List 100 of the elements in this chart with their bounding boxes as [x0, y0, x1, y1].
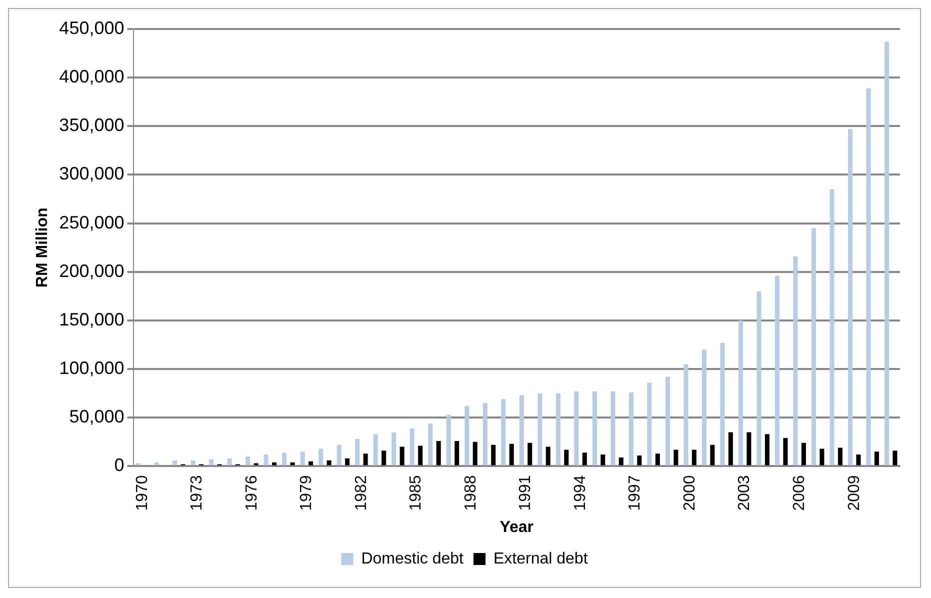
bar — [454, 440, 460, 466]
bar — [582, 452, 587, 466]
bar — [783, 438, 788, 466]
bar — [246, 456, 250, 466]
y-tick-label: 50,000 — [69, 406, 124, 427]
bar — [610, 391, 616, 466]
bar — [209, 459, 214, 466]
bar — [811, 228, 816, 466]
bar — [345, 458, 350, 466]
x-tick-label: 2006 — [791, 475, 808, 511]
x-tick-label: 1979 — [298, 475, 316, 511]
bar — [665, 376, 670, 466]
y-tick-label: 300,000 — [59, 164, 124, 184]
bar — [728, 432, 733, 466]
bar — [491, 444, 496, 466]
bar — [264, 454, 268, 466]
bar — [318, 448, 324, 466]
bar — [684, 364, 688, 466]
bar — [592, 391, 597, 466]
x-tick-label: 1973 — [188, 475, 206, 511]
bar — [866, 88, 871, 466]
bar — [363, 454, 368, 466]
x-tick-label: 1994 — [572, 475, 589, 511]
bar — [300, 452, 305, 466]
bar — [746, 432, 752, 466]
y-tick-label: 250,000 — [59, 212, 124, 232]
bar — [738, 320, 743, 466]
bar — [227, 458, 232, 466]
bar — [190, 460, 196, 466]
y-tick-label: 0 — [114, 455, 124, 476]
bar — [410, 428, 414, 466]
bar — [892, 450, 898, 466]
bar — [382, 450, 386, 466]
bar — [774, 276, 780, 466]
legend-label: External debt — [493, 550, 588, 568]
bar — [519, 395, 524, 466]
bar — [618, 457, 624, 466]
x-tick-label: 1988 — [462, 475, 480, 511]
bar — [838, 448, 842, 466]
bar — [647, 382, 652, 466]
x-tick-label: 1997 — [626, 475, 644, 511]
y-tick-label: 350,000 — [59, 115, 124, 136]
bar — [637, 456, 642, 466]
bar — [574, 391, 579, 466]
bar — [600, 454, 606, 466]
bar — [336, 444, 342, 466]
x-tick-label: 1976 — [243, 475, 260, 511]
bar — [472, 442, 478, 466]
bar — [710, 444, 715, 466]
x-tick-label: 2003 — [736, 475, 754, 511]
bar — [482, 403, 488, 466]
bar — [446, 414, 451, 466]
legend-label: Domestic debt — [361, 550, 464, 568]
bar — [628, 392, 634, 466]
bar — [692, 450, 696, 466]
bar — [830, 189, 834, 466]
bar — [326, 460, 332, 466]
bar — [820, 448, 824, 466]
bar — [801, 442, 806, 466]
bar — [764, 434, 770, 466]
bar — [509, 444, 514, 466]
bar — [428, 423, 433, 466]
bar — [436, 440, 441, 466]
bar — [793, 256, 798, 466]
y-tick-label: 100,000 — [59, 358, 124, 378]
bar — [400, 446, 404, 466]
bar — [564, 450, 569, 466]
bar — [546, 446, 550, 466]
bar — [172, 460, 178, 466]
bar — [848, 129, 853, 466]
y-tick-label: 200,000 — [59, 260, 124, 281]
bar — [464, 406, 470, 466]
y-tick-label: 450,000 — [59, 18, 124, 38]
bar — [355, 439, 360, 466]
bar — [884, 42, 890, 466]
y-axis-title: RM Million — [34, 208, 52, 288]
x-tick-label: 1970 — [134, 475, 151, 511]
bar — [874, 452, 879, 466]
bar — [308, 461, 314, 466]
bar — [674, 450, 678, 466]
bar — [720, 342, 725, 466]
y-tick-label: 150,000 — [59, 309, 124, 330]
bar — [702, 350, 706, 466]
bar — [501, 399, 506, 466]
x-tick-label: 2000 — [681, 475, 698, 511]
bar — [756, 291, 762, 466]
bar — [856, 454, 861, 466]
bar — [373, 434, 378, 466]
bar — [282, 452, 287, 466]
x-axis-title: Year — [500, 518, 534, 536]
bar — [392, 432, 396, 466]
x-tick-label: 1982 — [352, 475, 370, 511]
bar — [556, 393, 560, 466]
bar — [655, 454, 660, 466]
x-tick-label: 1985 — [408, 475, 425, 511]
bar — [538, 393, 542, 466]
bar — [418, 446, 423, 466]
bar — [528, 442, 532, 466]
x-tick-label: 2009 — [846, 475, 863, 511]
y-tick-label: 400,000 — [59, 66, 124, 87]
